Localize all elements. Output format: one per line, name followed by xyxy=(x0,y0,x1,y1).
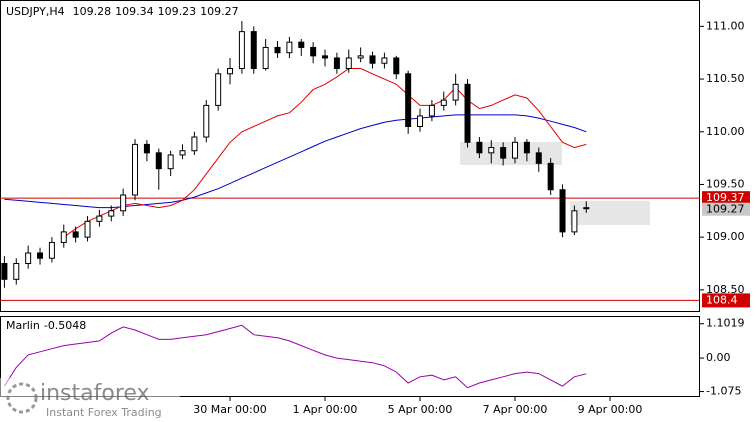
candle-body xyxy=(179,150,186,156)
candle-body xyxy=(583,207,590,210)
candle-body xyxy=(571,210,578,233)
candle-body xyxy=(298,41,305,48)
candle-body xyxy=(428,104,435,117)
candle-body xyxy=(500,147,507,159)
candle-body xyxy=(559,189,566,233)
candle-body xyxy=(393,57,400,75)
candle-body xyxy=(345,57,352,70)
candle-body xyxy=(488,147,495,154)
candle-body xyxy=(310,46,317,57)
watermark-logo xyxy=(6,382,38,414)
candle-body xyxy=(369,55,376,64)
candle-body xyxy=(25,252,32,265)
candle-body xyxy=(120,194,127,212)
candle-body xyxy=(72,231,79,238)
candle-body xyxy=(405,73,412,127)
candle-body xyxy=(417,115,424,127)
watermark-tagline: Instant Forex Trading xyxy=(46,406,162,419)
candle-body xyxy=(274,46,281,54)
candle-body xyxy=(535,152,542,164)
price-label: 108.4 xyxy=(706,293,738,306)
price-label: 109.37 xyxy=(706,191,745,204)
candle-body xyxy=(357,55,364,59)
x-tick-label: 30 Mar 00:00 xyxy=(193,403,266,416)
candle-body xyxy=(167,154,174,170)
candle-body xyxy=(155,152,162,170)
candle-body xyxy=(108,210,115,217)
candle-body xyxy=(464,83,471,143)
zone xyxy=(460,142,562,165)
y-tick-label: 110.50 xyxy=(706,72,745,85)
candle-body xyxy=(238,31,245,70)
y-tick-label: 109.00 xyxy=(706,230,745,243)
y-tick-label: 1.1019 xyxy=(706,317,745,330)
indicator-frame xyxy=(0,316,700,397)
candle-body xyxy=(1,263,8,280)
chart-title: USDJPY,H4 109.28 109.34 109.23 109.27 xyxy=(6,5,239,18)
value: 109.28 xyxy=(73,5,112,18)
candle-body xyxy=(523,141,530,154)
value: Marlin xyxy=(6,319,40,332)
price-label-bg xyxy=(702,293,750,308)
candle-body xyxy=(203,104,210,138)
zone xyxy=(570,201,650,225)
y-tick-label: 110.00 xyxy=(706,125,745,138)
price-label-bg xyxy=(702,191,750,206)
candle-body xyxy=(476,141,483,154)
candle-body xyxy=(96,215,103,222)
candle-body xyxy=(286,41,293,54)
candle-body xyxy=(512,141,519,159)
watermark-brand: instaforex xyxy=(40,381,150,406)
candle-body xyxy=(547,162,554,191)
y-tick-label: -1.075 xyxy=(706,385,741,398)
moving-average xyxy=(63,68,587,238)
x-tick-label: 9 Apr 00:00 xyxy=(578,403,643,416)
candle-body xyxy=(143,143,150,154)
y-tick-label: 111.00 xyxy=(706,19,745,32)
y-tick-label: 108.50 xyxy=(706,283,745,296)
candle-body xyxy=(191,136,198,152)
candle-body xyxy=(262,46,269,70)
main-frame xyxy=(0,0,700,312)
candle-body xyxy=(60,231,67,243)
candle-body xyxy=(452,83,459,101)
candle-body xyxy=(333,57,340,70)
indicator-line xyxy=(3,324,587,389)
candle-body xyxy=(440,99,447,106)
y-tick-label: 109.50 xyxy=(706,177,745,190)
current-price-label: 109.27 xyxy=(706,203,745,216)
current-price-bg xyxy=(702,202,750,216)
candle-body xyxy=(13,263,20,280)
moving-average xyxy=(4,114,587,209)
indicator-label: Marlin -0.5048 xyxy=(6,319,86,332)
candle-body xyxy=(132,143,139,196)
x-tick-label: 7 Apr 00:00 xyxy=(483,403,548,416)
x-tick-label: 1 Apr 00:00 xyxy=(293,403,358,416)
value: USDJPY,H4 xyxy=(6,5,65,18)
candle-body xyxy=(381,57,388,64)
candle-body xyxy=(215,73,222,106)
x-tick-label: 5 Apr 00:00 xyxy=(388,403,453,416)
value: 109.27 xyxy=(200,5,239,18)
candle-body xyxy=(37,252,44,259)
value: 109.34 xyxy=(115,5,154,18)
watermark: instaforex Instant Forex Trading xyxy=(0,378,180,422)
candle-body xyxy=(48,241,55,259)
plot xyxy=(0,21,700,389)
value: 109.23 xyxy=(158,5,197,18)
y-tick-label: 0.00 xyxy=(706,351,731,364)
candle-body xyxy=(250,31,257,70)
value: -0.5048 xyxy=(44,319,86,332)
candle-body xyxy=(84,220,91,238)
candle-body xyxy=(322,55,329,59)
candle-body xyxy=(227,68,234,75)
